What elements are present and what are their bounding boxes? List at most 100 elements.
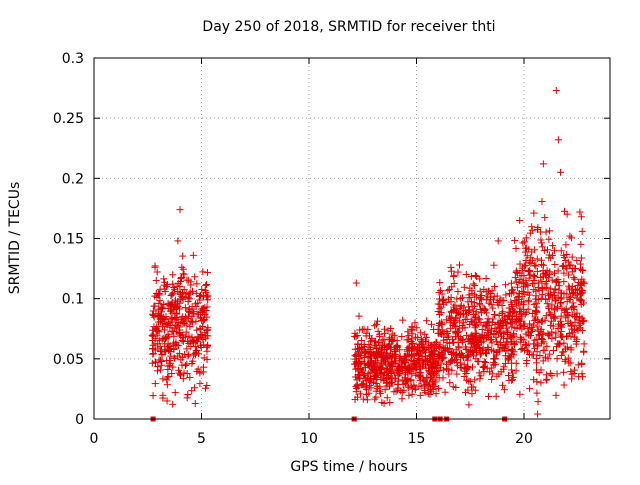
data-point	[160, 300, 168, 308]
data-point	[435, 384, 443, 392]
data-point	[565, 282, 573, 290]
data-point	[538, 198, 546, 206]
data-point	[563, 333, 571, 341]
data-point	[512, 245, 520, 253]
data-point	[534, 296, 542, 304]
x-tick-label: 20	[515, 431, 533, 447]
data-point	[471, 282, 479, 290]
data-point	[482, 332, 490, 340]
data-point	[447, 307, 455, 315]
data-point	[516, 390, 524, 398]
data-point	[504, 347, 512, 355]
data-point	[173, 283, 181, 291]
data-point	[387, 325, 395, 333]
data-point	[462, 310, 470, 318]
data-point	[478, 333, 486, 341]
data-point	[403, 346, 411, 354]
data-point	[407, 376, 415, 384]
data-point	[180, 316, 188, 324]
data-point	[174, 287, 182, 295]
data-point	[526, 320, 534, 328]
data-point	[361, 375, 369, 383]
data-point	[505, 372, 513, 380]
data-point	[560, 269, 568, 277]
data-point	[464, 364, 472, 372]
data-point	[465, 306, 473, 314]
data-point	[435, 357, 443, 365]
data-point	[541, 214, 549, 222]
data-point	[515, 278, 523, 286]
data-point	[351, 395, 359, 403]
data-point	[518, 335, 526, 343]
data-point	[495, 370, 503, 378]
data-point	[185, 290, 193, 298]
data-point	[577, 213, 585, 221]
data-point	[571, 333, 579, 341]
data-point	[186, 322, 194, 330]
data-point	[477, 319, 485, 327]
x-tick-label: 5	[197, 431, 206, 447]
data-point	[203, 356, 211, 364]
data-point	[487, 301, 495, 309]
data-point	[552, 343, 560, 351]
data-point	[394, 362, 402, 370]
data-point	[481, 305, 489, 313]
data-point	[492, 392, 500, 400]
data-point	[165, 345, 173, 353]
data-point	[545, 292, 553, 300]
data-point	[480, 285, 488, 293]
data-point	[436, 320, 444, 328]
data-point	[148, 359, 156, 367]
data-point	[191, 349, 199, 357]
data-point	[554, 340, 562, 348]
data-point	[476, 351, 484, 359]
data-point	[571, 285, 579, 293]
data-point	[154, 362, 162, 370]
data-point	[494, 237, 502, 245]
data-point	[487, 325, 495, 333]
data-point	[387, 378, 395, 386]
data-point	[369, 368, 377, 376]
data-point	[528, 223, 536, 231]
data-point	[199, 268, 207, 276]
data-point	[510, 351, 518, 359]
data-point	[153, 324, 161, 332]
data-point	[493, 337, 501, 345]
data-point	[508, 366, 516, 374]
data-point	[546, 369, 554, 377]
data-point	[177, 356, 185, 364]
data-point	[367, 374, 375, 382]
data-point	[424, 339, 432, 347]
data-point	[561, 357, 569, 365]
data-point	[547, 310, 555, 318]
data-point	[539, 273, 547, 281]
data-point	[506, 315, 514, 323]
data-point	[365, 389, 373, 397]
data-point	[181, 304, 189, 312]
data-point	[167, 352, 175, 360]
data-point	[490, 331, 498, 339]
data-point	[498, 310, 506, 318]
data-point	[436, 364, 444, 372]
data-point	[537, 325, 545, 333]
data-point	[380, 341, 388, 349]
data-point	[455, 351, 463, 359]
data-point	[376, 365, 384, 373]
data-point	[520, 283, 528, 291]
data-point	[426, 368, 434, 376]
data-point	[577, 254, 585, 262]
data-point	[532, 308, 540, 316]
data-point	[511, 273, 519, 281]
data-point	[178, 336, 186, 344]
data-point	[450, 273, 458, 281]
data-point	[430, 371, 438, 379]
data-point	[491, 310, 499, 318]
data-point	[501, 359, 509, 367]
data-point	[370, 351, 378, 359]
data-point	[158, 335, 166, 343]
data-point	[425, 367, 433, 375]
data-point	[545, 251, 553, 259]
data-point	[522, 360, 530, 368]
data-point	[520, 272, 528, 280]
data-point	[556, 331, 564, 339]
